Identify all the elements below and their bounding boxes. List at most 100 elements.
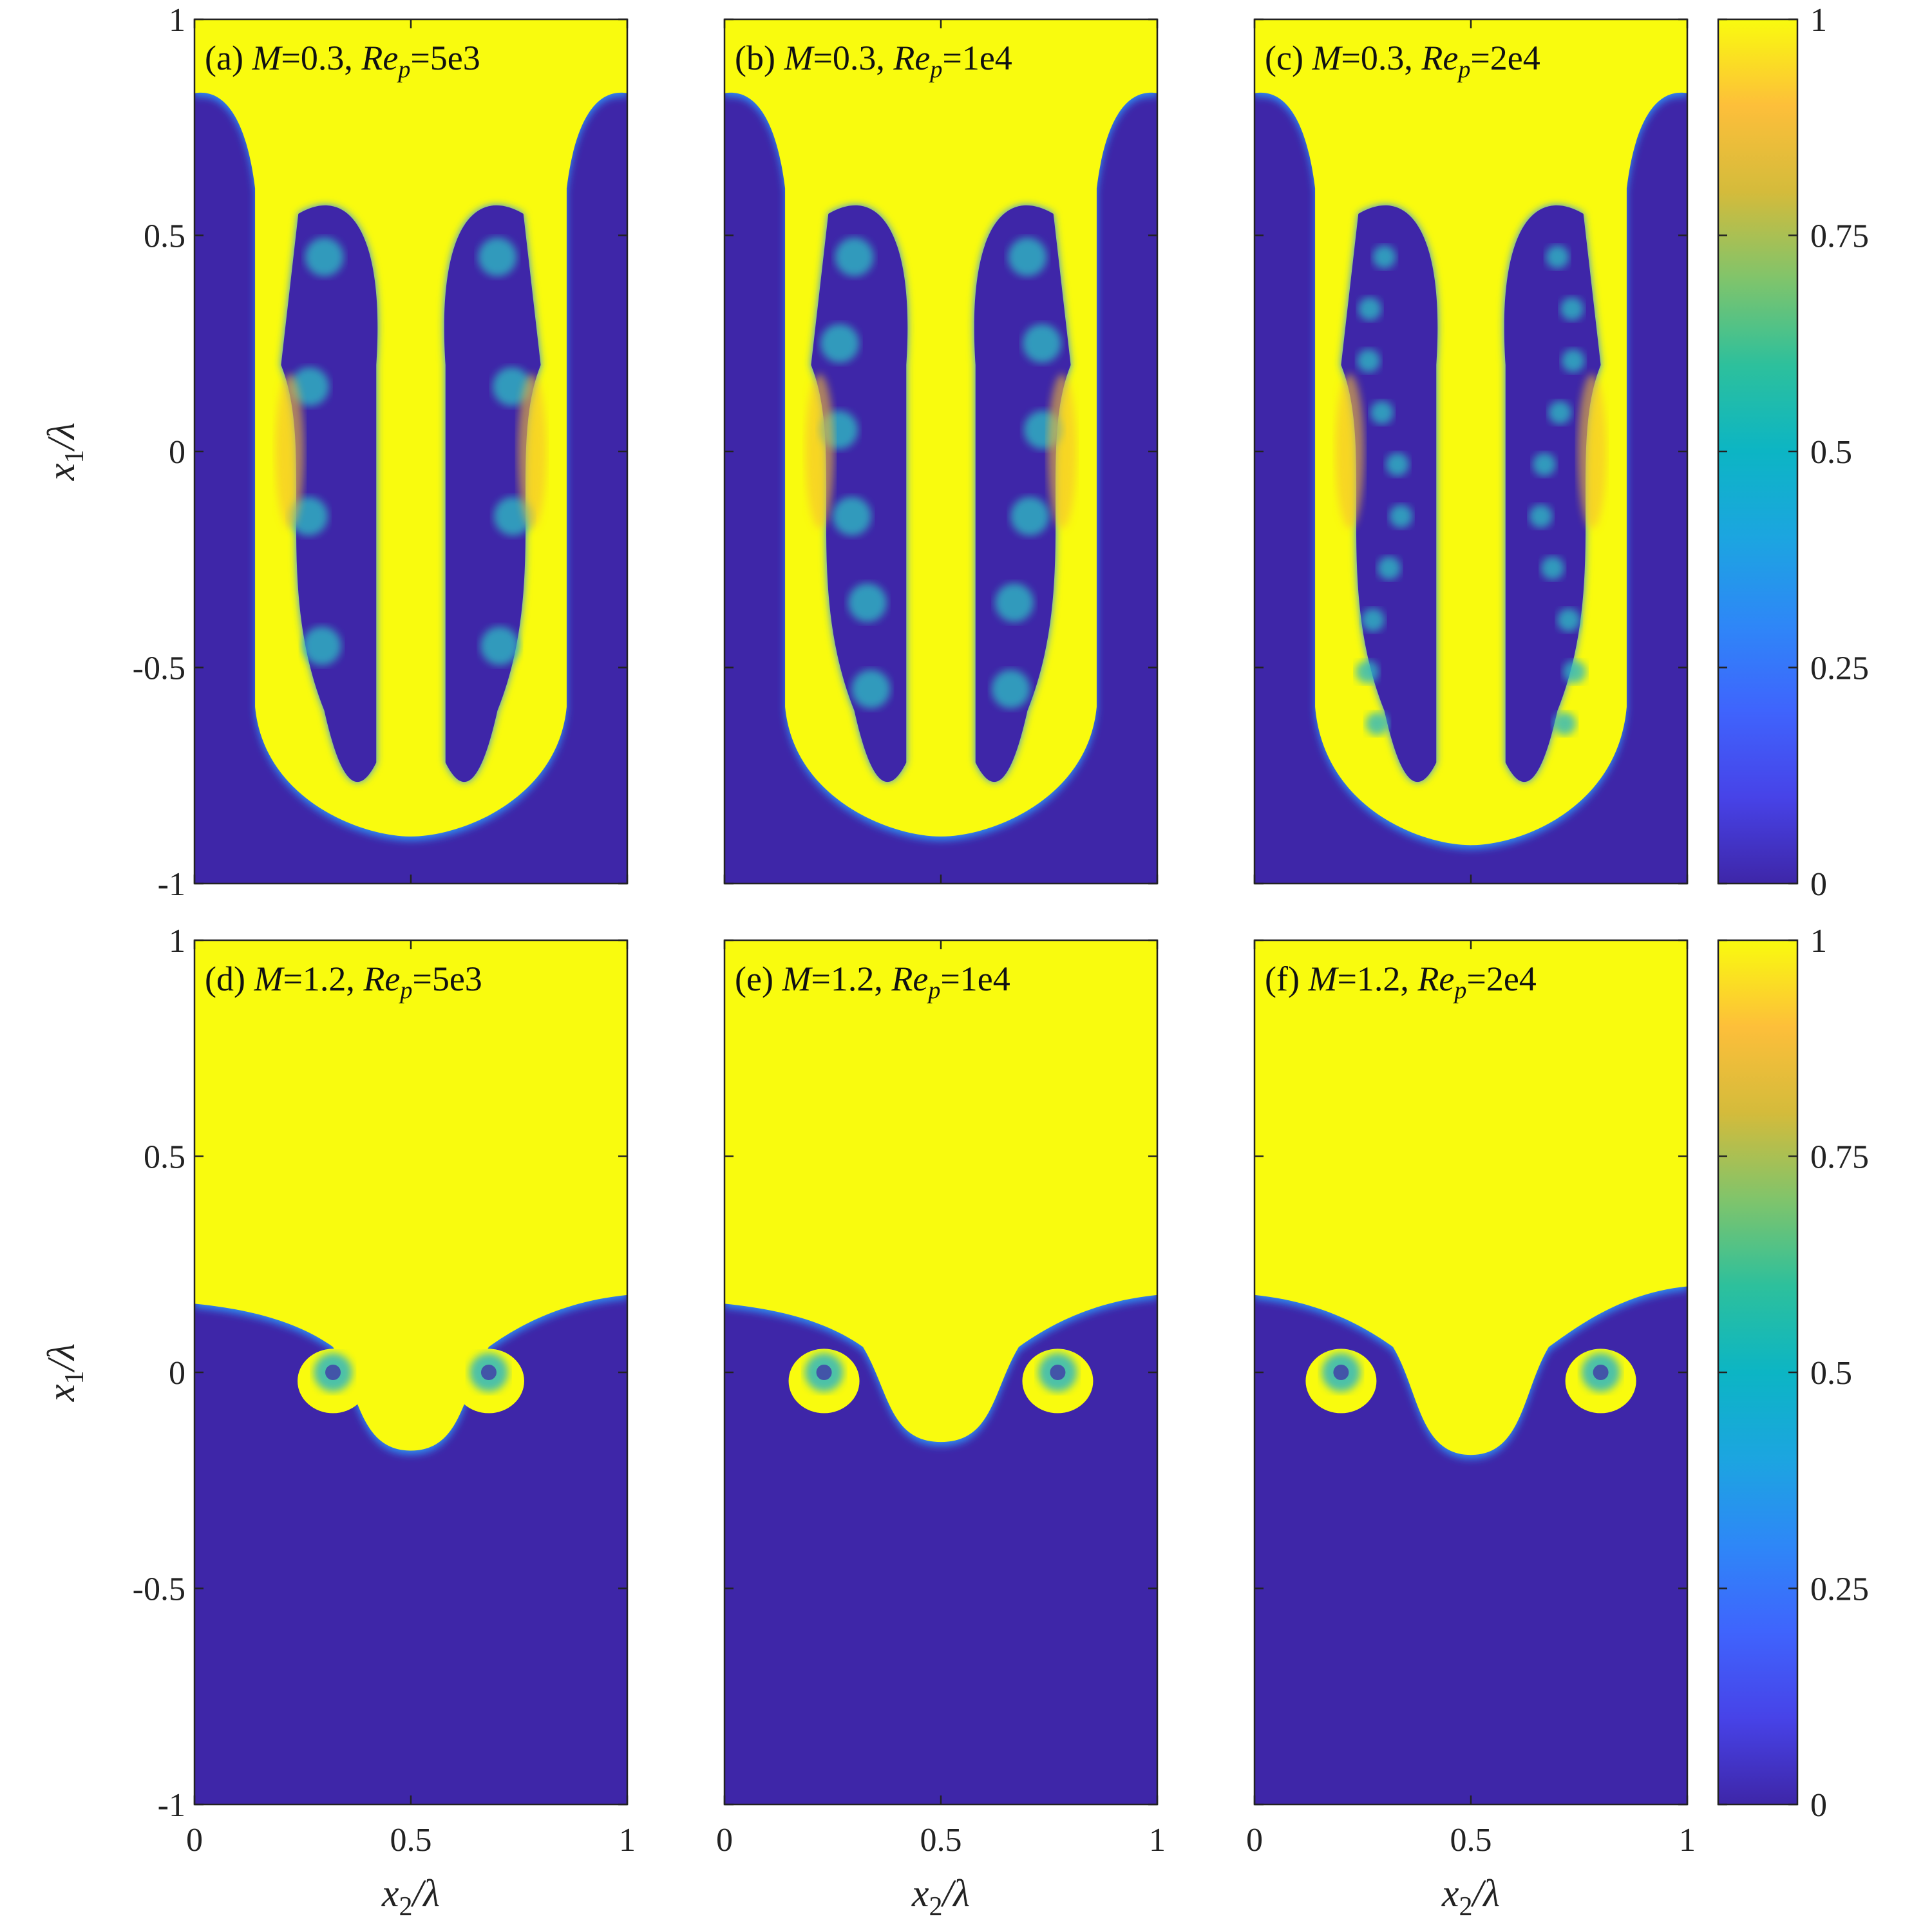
x-tick-label: 1 — [1149, 1822, 1166, 1859]
y-tick-label: -1 — [158, 866, 185, 903]
panel-b: (b) M=0.3, Rep=1e4 — [723, 18, 1159, 885]
vortex-rollup — [1357, 349, 1381, 373]
panel-title: (e) M=1.2, Rep=1e4 — [735, 960, 1010, 1004]
y-tick-label: 1 — [169, 923, 185, 960]
vortex-rollup — [1540, 556, 1564, 580]
y-tick-label: -0.5 — [133, 650, 185, 687]
x-tick-label: 0.5 — [1450, 1822, 1492, 1859]
panel-f: 0 0.5 1 (f) M=1.2, Rep=2e4 — [1246, 939, 1696, 1859]
vortex-rollup — [832, 497, 871, 536]
colorbar-gradient — [1717, 939, 1799, 1806]
x-tick-label: 0 — [186, 1822, 203, 1859]
vortex-rollup — [1023, 324, 1062, 363]
vortex-core — [325, 1365, 341, 1380]
colorbar-tick-label: 0.5 — [1810, 1355, 1852, 1392]
light-fluid-bubble — [1341, 205, 1438, 782]
vortex-rollup — [1378, 556, 1401, 580]
y-tick-label: 1 — [169, 2, 185, 39]
vortex-rollup — [1560, 297, 1584, 321]
y-tick-label: 0.5 — [144, 1139, 185, 1176]
mixing-filament — [805, 374, 834, 529]
panel-d: 10.50-0.5-10 0.5 1(d) M=1.2, Rep=5e3 — [133, 923, 636, 1859]
mixing-filament — [1335, 374, 1364, 529]
panel-title: (a) M=0.3, Rep=5e3 — [205, 39, 480, 83]
x-tick-label: 0.5 — [390, 1822, 432, 1859]
y-axis-label: x1/λ — [40, 422, 90, 481]
vortex-rollup — [290, 367, 329, 406]
vortex-rollup — [478, 238, 517, 277]
panels: 1 0.5 0 -0.5 -1 (a) M=0.3, Rep=5e3 (b) M=0.3, … — [40, 2, 1696, 1922]
colorbar-tick-label: 0.75 — [1810, 218, 1869, 255]
panel-title: (c) M=0.3, Rep=2e4 — [1265, 39, 1540, 83]
vortex-rollup — [1561, 349, 1585, 373]
heavy-fluid-region — [724, 19, 1157, 837]
panel-a: 1 0.5 0 -0.5 -1 (a) M=0.3, Rep=5e3 — [133, 2, 629, 903]
vortex-rollup — [1546, 245, 1569, 269]
x-tick-label: 0.5 — [920, 1822, 962, 1859]
mixing-filament — [1578, 374, 1607, 529]
vortex-rollup — [991, 670, 1030, 709]
vortex-rollup — [1372, 245, 1396, 269]
y-tick-label: 0 — [169, 434, 185, 471]
vortex-rollup — [1370, 401, 1394, 424]
x-tick-label: 0 — [1246, 1822, 1263, 1859]
vortex-rollup — [1008, 238, 1047, 277]
vortex-rollup — [1010, 497, 1050, 536]
x-tick-label: 1 — [1679, 1822, 1696, 1859]
colorbar-tick-label: 0.25 — [1810, 1571, 1869, 1608]
heavy-fluid-region — [1255, 19, 1687, 846]
colorbar-tick-label: 1 — [1810, 923, 1827, 960]
vortex-rollup — [1361, 608, 1385, 632]
heavy-fluid-region — [1255, 940, 1687, 1455]
vortex-rollup — [835, 238, 874, 277]
vortex-core — [1050, 1365, 1066, 1380]
y-tick-label: -0.5 — [133, 1571, 185, 1608]
y-tick-label: 0 — [169, 1355, 185, 1392]
vortex-rollup — [820, 324, 859, 363]
colorbar-tick-label: 0.75 — [1810, 1139, 1869, 1176]
vortex-rollup — [1557, 608, 1581, 632]
colorbar-tick-label: 0.5 — [1810, 434, 1852, 471]
vortex-core — [816, 1365, 832, 1380]
panel-title: (d) M=1.2, Rep=5e3 — [205, 960, 482, 1004]
x-axis-label: x2/λ — [381, 1872, 440, 1922]
colorbar-tick-label: 1 — [1810, 2, 1827, 39]
vortex-rollup — [305, 238, 344, 277]
colorbar-tick-label: 0.25 — [1810, 650, 1869, 687]
vortex-rollup — [1529, 504, 1553, 528]
light-fluid-bubble — [1504, 205, 1601, 782]
x-axis-label: x2/λ — [911, 1872, 970, 1922]
y-tick-label: 0.5 — [144, 218, 185, 255]
colorbar-gradient — [1717, 18, 1799, 885]
panel-title: (b) M=0.3, Rep=1e4 — [735, 39, 1012, 83]
vortex-rollup — [1385, 453, 1409, 477]
vortex-core — [480, 1365, 497, 1380]
colorbar: 0 0.25 0.5 0.75 1 — [1717, 923, 1869, 1824]
heavy-fluid-region — [724, 940, 1157, 1443]
vortex-rollup — [851, 670, 891, 709]
vortex-rollup — [1389, 504, 1413, 528]
x-tick-label: 0 — [716, 1822, 733, 1859]
colorbars: 0 0.25 0.5 0.75 1 0 0.25 0.5 0.75 1 — [1717, 2, 1869, 1824]
vortex-rollup — [995, 583, 1034, 622]
x-tick-label: 1 — [619, 1822, 636, 1859]
vortex-rollup — [1356, 660, 1379, 684]
vortex-rollup — [493, 367, 532, 406]
vortex-rollup — [1358, 297, 1381, 321]
vortex-core — [1593, 1365, 1609, 1380]
vortex-rollup — [1533, 453, 1557, 477]
y-axis-label: x1/λ — [40, 1343, 90, 1402]
colorbar-tick-label: 0 — [1810, 866, 1827, 903]
mixing-filament — [518, 374, 547, 529]
colorbar-tick-label: 0 — [1810, 1787, 1827, 1824]
vortex-core — [1333, 1365, 1349, 1380]
vortex-rollup — [480, 626, 520, 665]
vortex-rollup — [1553, 712, 1577, 735]
vortex-rollup — [848, 583, 887, 622]
colorbar: 0 0.25 0.5 0.75 1 — [1717, 2, 1869, 903]
panel-c: (c) M=0.3, Rep=2e4 — [1253, 18, 1689, 885]
heavy-fluid-region — [194, 19, 627, 837]
vortex-rollup — [302, 626, 341, 665]
panel-title: (f) M=1.2, Rep=2e4 — [1265, 960, 1537, 1004]
